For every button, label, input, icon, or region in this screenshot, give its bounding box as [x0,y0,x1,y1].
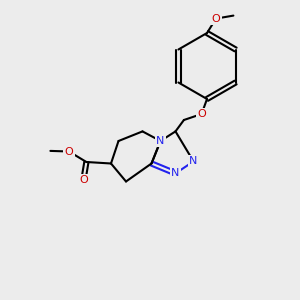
Text: O: O [197,109,206,119]
Text: N: N [156,136,165,146]
Text: N: N [189,156,198,167]
Text: O: O [64,146,74,157]
Text: O: O [79,175,88,185]
Text: O: O [212,14,220,24]
Text: N: N [171,168,180,178]
